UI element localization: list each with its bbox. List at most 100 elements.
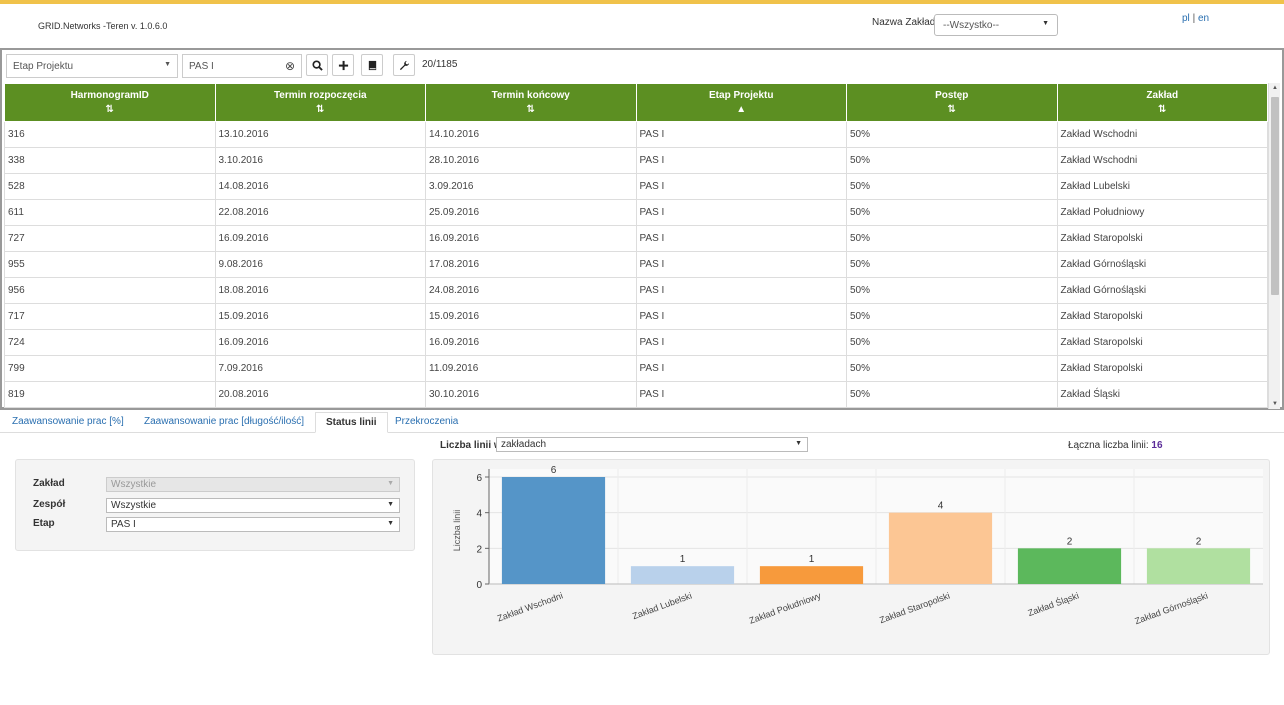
table-row[interactable]: 611 22.08.2016 25.09.2016 PAS I 50% Zakład Po…: [4, 199, 1268, 226]
etap-cell: PAS I: [635, 173, 847, 200]
column-header-zaklad[interactable]: Zakład ⇅: [1056, 83, 1268, 122]
column-header-label: Zakład: [1146, 89, 1179, 101]
etap-cell: PAS I: [635, 277, 847, 304]
filter-value-input[interactable]: PAS I ⊗: [182, 54, 302, 78]
scroll-up-icon[interactable]: ▲: [1272, 85, 1278, 91]
start-date-cell: 18.08.2016: [214, 277, 426, 304]
etap-filter-value: PAS I: [111, 519, 136, 530]
table-scrollbar[interactable]: ▲ ▼: [1268, 83, 1280, 409]
start-date-cell: 3.10.2016: [214, 147, 426, 174]
column-header-etap-projektu[interactable]: Etap Projektu ▲: [635, 83, 847, 122]
filter-field-select[interactable]: Etap Projektu ▼: [6, 54, 178, 78]
postep-cell: 50%: [846, 173, 1058, 200]
column-header-label: Postęp: [935, 89, 969, 101]
table-row[interactable]: 316 13.10.2016 14.10.2016 PAS I 50% Zakład Ws…: [4, 121, 1268, 148]
bar-value-label: 1: [809, 554, 815, 565]
chevron-down-icon: ▼: [387, 501, 394, 508]
end-date-cell: 11.09.2016: [425, 355, 637, 382]
table-row[interactable]: 727 16.09.2016 16.09.2016 PAS I 50% Zakład St…: [4, 225, 1268, 252]
bar-value-label: 2: [1196, 536, 1202, 547]
add-button[interactable]: [332, 54, 354, 76]
harmonogram-id-cell: 799: [4, 355, 216, 382]
start-date-cell: 22.08.2016: [214, 199, 426, 226]
column-header-termin-koncowy[interactable]: Termin końcowy ⇅: [425, 83, 637, 122]
zaklad-cell: Zakład Górnośląski: [1056, 251, 1268, 278]
harmonogram-id-cell: 956: [4, 277, 216, 304]
lang-pl-link[interactable]: pl: [1182, 13, 1190, 24]
zaklad-cell: Zakład Górnośląski: [1056, 277, 1268, 304]
tab-przekroczenia[interactable]: Przekroczenia: [395, 416, 459, 427]
data-table: HarmonogramID ⇅ Termin rozpoczęcia ⇅ Termi…: [4, 83, 1268, 408]
zaklad-cell: Zakład Staropolski: [1056, 355, 1268, 382]
clear-icon[interactable]: ⊗: [284, 59, 295, 73]
postep-cell: 50%: [846, 303, 1058, 330]
table-row[interactable]: 724 16.09.2016 16.09.2016 PAS I 50% Zakład St…: [4, 329, 1268, 356]
filter-value-text: PAS I: [189, 61, 214, 72]
sort-icon: ⇅: [947, 103, 956, 115]
etap-filter-select[interactable]: PAS I ▼: [106, 517, 400, 532]
etap-cell: PAS I: [635, 199, 847, 226]
tab-zaawansowanie-dlugosc[interactable]: Zaawansowanie prac [długość/ilość]: [144, 416, 305, 427]
zaklad-cell: Zakład Południowy: [1056, 199, 1268, 226]
table-row[interactable]: 338 3.10.2016 28.10.2016 PAS I 50% Zakład Wsc…: [4, 147, 1268, 174]
table-row[interactable]: 799 7.09.2016 11.09.2016 PAS I 50% Zakład Sta…: [4, 355, 1268, 382]
table-row[interactable]: 956 18.08.2016 24.08.2016 PAS I 50% Zakład Gó…: [4, 277, 1268, 304]
postep-cell: 50%: [846, 121, 1058, 148]
start-date-cell: 16.09.2016: [214, 329, 426, 356]
zaklad-cell: Zakład Wschodni: [1056, 121, 1268, 148]
end-date-cell: 16.09.2016: [425, 225, 637, 252]
zespol-filter-select[interactable]: Wszystkie ▼: [106, 498, 400, 513]
search-button[interactable]: [306, 54, 328, 76]
grid-toolbar: Etap Projektu ▼ PAS I ⊗ 20/1185: [4, 54, 1282, 78]
column-header-termin-rozpoczecia[interactable]: Termin rozpoczęcia ⇅: [214, 83, 426, 122]
postep-cell: 50%: [846, 225, 1058, 252]
record-count: 20/1185: [422, 59, 458, 70]
y-tick-label: 4: [476, 509, 482, 520]
sort-ascending-icon: ▲: [736, 103, 747, 115]
start-date-cell: 15.09.2016: [214, 303, 426, 330]
table-row[interactable]: 819 20.08.2016 30.10.2016 PAS I 50% Zakład Śl…: [4, 381, 1268, 408]
postep-cell: 50%: [846, 329, 1058, 356]
wrench-icon: [399, 60, 409, 70]
bar-5: [1017, 548, 1122, 584]
settings-button[interactable]: [393, 54, 415, 76]
zaklad-cell: Zakład Wschodni: [1056, 147, 1268, 174]
zaklad-filter-value: Wszystkie: [111, 479, 156, 490]
column-header-postep[interactable]: Postęp ⇅: [846, 83, 1058, 122]
bar-value-label: 6: [551, 465, 557, 476]
etap-cell: PAS I: [635, 381, 847, 408]
postep-cell: 50%: [846, 147, 1058, 174]
table-row[interactable]: 717 15.09.2016 15.09.2016 PAS I 50% Zakład St…: [4, 303, 1268, 330]
chevron-down-icon: ▼: [795, 440, 802, 447]
table-row[interactable]: 955 9.08.2016 17.08.2016 PAS I 50% Zakład Gór…: [4, 251, 1268, 278]
end-date-cell: 30.10.2016: [425, 381, 637, 408]
bar-chart: 0 2 4 6 Liczba linii 6 Zakład Wschodni 1 Zakład …: [452, 465, 1263, 626]
x-tick-label: Zakład Śląski: [1026, 590, 1080, 619]
scroll-down-icon[interactable]: ▼: [1272, 401, 1278, 407]
top-accent-line: [0, 0, 1284, 4]
table-row[interactable]: 528 14.08.2016 3.09.2016 PAS I 50% Zakład Lub…: [4, 173, 1268, 200]
book-button[interactable]: [361, 54, 383, 76]
etap-cell: PAS I: [635, 121, 847, 148]
tab-zaawansowanie-procent[interactable]: Zaawansowanie prac [%]: [12, 416, 124, 427]
bar-value-label: 1: [680, 554, 686, 565]
lang-en-link[interactable]: en: [1197, 13, 1210, 24]
harmonogram-id-cell: 717: [4, 303, 216, 330]
etap-cell: PAS I: [635, 147, 847, 174]
app-header: GRID.Networks -Teren v. 1.0.6.0 Nazwa Za…: [0, 4, 1284, 48]
book-icon: [368, 60, 376, 70]
column-header-harmonogram-id[interactable]: HarmonogramID ⇅: [4, 83, 216, 122]
postep-cell: 50%: [846, 199, 1058, 226]
liczba-linii-select[interactable]: zakładach ▼: [496, 437, 808, 452]
zaklad-name-select[interactable]: --Wszystko-- ▼: [934, 14, 1058, 36]
scrollbar-thumb[interactable]: [1271, 97, 1279, 295]
zaklad-cell: Zakład Staropolski: [1056, 225, 1268, 252]
column-header-label: HarmonogramID: [70, 89, 149, 101]
harmonogram-id-cell: 727: [4, 225, 216, 252]
end-date-cell: 24.08.2016: [425, 277, 637, 304]
y-axis-label: Liczba linii: [452, 510, 462, 552]
filter-field-value: Etap Projektu: [13, 61, 74, 72]
chevron-down-icon: ▼: [387, 480, 394, 487]
y-tick-label: 6: [476, 473, 482, 484]
tab-status-linii[interactable]: Status linii: [315, 412, 388, 433]
